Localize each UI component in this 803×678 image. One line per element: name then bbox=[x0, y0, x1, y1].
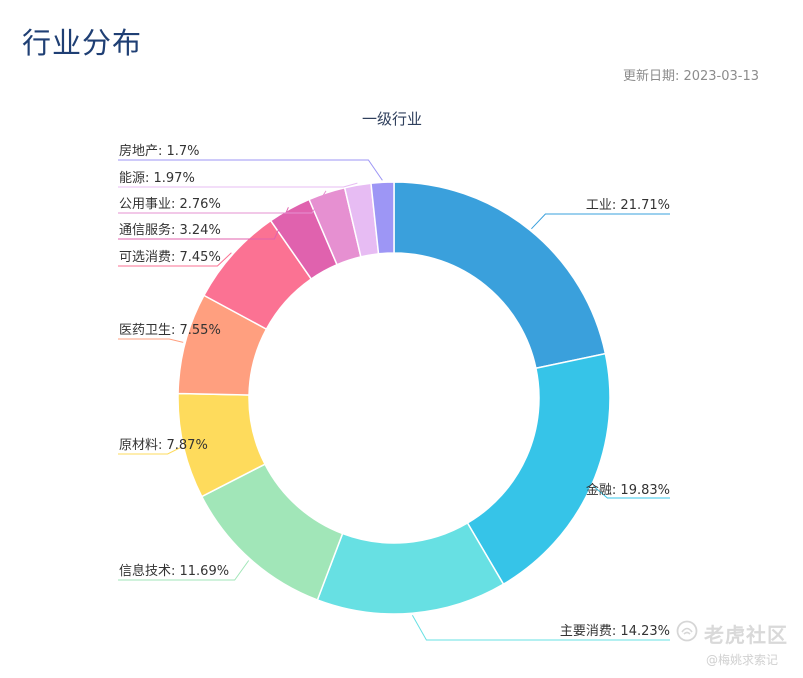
slice-label-原材料: 原材料: 7.87% bbox=[119, 438, 208, 453]
watermark-brand: 老虎社区 bbox=[704, 623, 788, 647]
leader-line-工业 bbox=[531, 213, 670, 230]
leader-line-金融 bbox=[593, 485, 670, 499]
leader-line-房地产 bbox=[118, 159, 383, 181]
leader-line-信息技术 bbox=[118, 560, 250, 581]
slice-主要消费[interactable] bbox=[316, 521, 505, 615]
leader-line-可选消费 bbox=[118, 252, 232, 267]
chart-title: 一级行业 bbox=[362, 110, 422, 128]
slice-label-房地产: 房地产: 1.7% bbox=[119, 143, 200, 159]
slice-label-通信服务: 通信服务: 3.24% bbox=[119, 222, 221, 238]
leader-line-公用事业 bbox=[118, 190, 327, 214]
leader-line-能源 bbox=[118, 182, 358, 188]
slice-label-工业: 工业: 21.71% bbox=[586, 198, 670, 213]
slice-房地产[interactable] bbox=[370, 181, 395, 255]
slice-label-医药卫生: 医药卫生: 7.55% bbox=[119, 323, 221, 338]
slice-label-公用事业: 公用事业: 2.76% bbox=[119, 197, 221, 212]
slice-金融[interactable] bbox=[466, 352, 611, 586]
leader-line-原材料 bbox=[118, 446, 182, 455]
page-title: 行业分布 bbox=[22, 26, 143, 60]
slice-label-能源: 能源: 1.97% bbox=[119, 171, 195, 186]
slice-label-主要消费: 主要消费: 14.23% bbox=[560, 624, 670, 639]
leader-line-医药卫生 bbox=[118, 338, 184, 343]
slice-label-可选消费: 可选消费: 7.45% bbox=[119, 250, 221, 265]
tiger-logo-icon bbox=[676, 620, 698, 642]
slice-工业[interactable] bbox=[393, 181, 607, 370]
leader-line-主要消费 bbox=[411, 614, 670, 641]
slice-label-金融: 金融: 19.83% bbox=[586, 482, 670, 498]
slice-label-信息技术: 信息技术: 11.69% bbox=[119, 563, 229, 579]
update-date: 更新日期: 2023-03-13 bbox=[622, 69, 759, 84]
watermark-user: @梅姚求索记 bbox=[706, 653, 779, 667]
leader-line-通信服务 bbox=[118, 207, 289, 240]
